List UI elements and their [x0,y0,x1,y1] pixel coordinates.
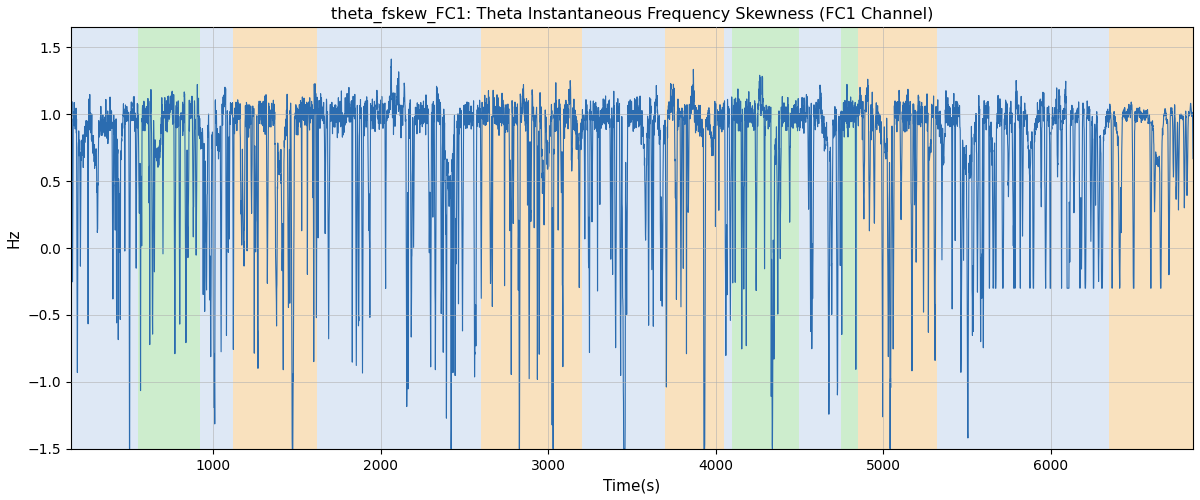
Bar [317,28,481,449]
Y-axis label: Hz: Hz [7,228,22,248]
Bar [666,28,724,449]
Bar [138,28,200,449]
Title: theta_fskew_FC1: Theta Instantaneous Frequency Skewness (FC1 Channel): theta_fskew_FC1: Theta Instantaneous Fre… [331,7,934,23]
Bar [1109,28,1193,449]
Bar [233,28,317,449]
Bar [937,28,1109,449]
Bar [732,28,799,449]
Bar [481,28,582,449]
Bar [724,28,732,449]
Bar [582,28,666,449]
Bar [799,28,841,449]
X-axis label: Time(s): Time(s) [604,478,660,493]
Bar [858,28,937,449]
Bar [71,28,138,449]
Bar [200,28,233,449]
Bar [841,28,858,449]
